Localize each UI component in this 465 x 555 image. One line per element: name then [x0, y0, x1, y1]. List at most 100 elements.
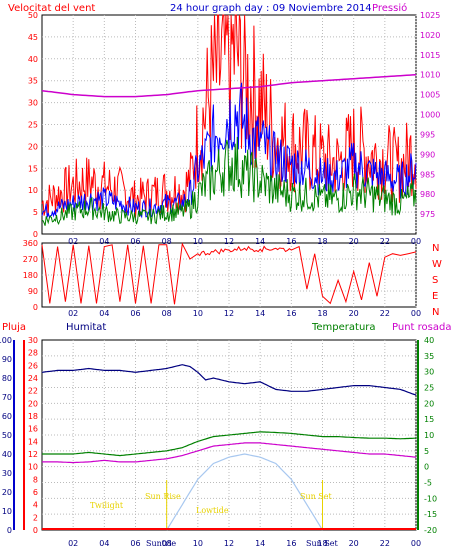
- temp-tick: 10: [424, 431, 434, 440]
- axis-ticks: 0510152025303540455097598098599099510001…: [0, 11, 442, 548]
- wind-x-tick: 06: [130, 237, 140, 246]
- temp-tick: 20: [424, 399, 434, 408]
- humidity-tick: 16: [28, 425, 38, 434]
- sun-label: Twilight: [90, 501, 124, 510]
- temp-tick: 35: [424, 352, 434, 361]
- humidity-tick: 6: [33, 488, 38, 497]
- dir-right-label: N: [432, 243, 439, 254]
- wind-series: [41, 14, 417, 226]
- rain-tick: 100: [0, 336, 12, 345]
- series-average: [41, 82, 417, 219]
- series-humitat: [41, 364, 417, 396]
- humidity-tick: 10: [28, 463, 38, 472]
- humidity-tick: 28: [28, 349, 38, 358]
- rain-tick: 90: [2, 355, 12, 364]
- wind-x-tick: 02: [68, 237, 78, 246]
- temp-tick: -5: [424, 479, 432, 488]
- wind-left-tick: 45: [28, 33, 38, 42]
- sun-label: Sun Set: [300, 492, 333, 501]
- temp-tick: -20: [424, 526, 437, 535]
- wind-x-tick: 14: [255, 237, 265, 246]
- temp-x-tick: 10: [193, 539, 203, 548]
- sun-label: Suntrie: [146, 539, 176, 548]
- legend-punt-rosada: Punt rosada: [392, 322, 451, 333]
- dir-x-tick: 10: [193, 309, 203, 318]
- dir-x-tick: 04: [99, 309, 109, 318]
- humidity-tick: 12: [28, 450, 38, 459]
- humidity-tick: 22: [28, 387, 38, 396]
- temp-x-tick: 20: [349, 539, 359, 548]
- humidity-tick: 18: [28, 412, 38, 421]
- temp-x-tick: 06: [130, 539, 140, 548]
- wind-right-tick: 1010: [420, 71, 440, 80]
- temp-x-tick: 08: [162, 539, 172, 548]
- sun-label: Lowtide: [196, 506, 229, 515]
- humidity-tick: 24: [28, 374, 38, 383]
- dir-x-tick: 22: [380, 309, 390, 318]
- wind-right-tick: 1015: [420, 51, 440, 60]
- humidity-tick: 20: [28, 399, 38, 408]
- wind-x-tick: 08: [162, 237, 172, 246]
- temp-tick: -15: [424, 510, 437, 519]
- dir-x-tick: 08: [162, 309, 172, 318]
- wind-left-tick: 40: [28, 55, 38, 64]
- temp-x-tick: 00: [411, 539, 421, 548]
- series-gust: [41, 14, 417, 219]
- direction-series: [41, 242, 417, 305]
- humidity-tick: 26: [28, 361, 38, 370]
- rain-tick: 30: [2, 469, 12, 478]
- rain-tick: 80: [2, 374, 12, 383]
- wind-x-tick: 00: [411, 237, 421, 246]
- wind-right-tick: 1020: [420, 31, 440, 40]
- temp-tick: 0: [424, 463, 429, 472]
- dir-right-label: S: [432, 275, 438, 286]
- series-punt-rosada: [42, 442, 417, 464]
- temp-tick: 5: [424, 447, 429, 456]
- temp-x-tick: 22: [380, 539, 390, 548]
- dir-left-tick: 0: [33, 303, 38, 312]
- dir-left-tick: 180: [23, 271, 38, 280]
- dir-right-label: N: [432, 307, 439, 318]
- wind-x-tick: 04: [99, 237, 109, 246]
- dir-left-tick: 90: [28, 287, 38, 296]
- wind-x-tick: 16: [286, 237, 296, 246]
- wind-x-tick: 22: [380, 237, 390, 246]
- sun-label: Sun Rise: [145, 492, 181, 501]
- temp-x-tick: 04: [99, 539, 109, 548]
- series-temperatura: [42, 431, 416, 457]
- series-sol: [166, 453, 324, 531]
- wind-x-tick: 10: [193, 237, 203, 246]
- wind-left-label: Velocitat del vent: [8, 3, 95, 14]
- dir-right-label: W: [432, 259, 442, 270]
- dir-x-tick: 20: [349, 309, 359, 318]
- wind-left-tick: 10: [28, 186, 38, 195]
- wind-left-tick: 30: [28, 99, 38, 108]
- page-title: 24 hour graph day : 09 Noviembre 2014: [170, 3, 372, 14]
- wind-left-tick: 0: [33, 230, 38, 239]
- wind-right-tick: 985: [420, 170, 435, 179]
- direction-grid: [42, 243, 417, 307]
- humidity-tick: 4: [33, 501, 38, 510]
- temp-tick: 40: [424, 336, 434, 345]
- legend-temperatura: Temperatura: [311, 322, 376, 333]
- rain-tick: 70: [2, 393, 12, 402]
- series-min: [41, 136, 417, 226]
- dir-left-tick: 270: [23, 255, 38, 264]
- humidity-tick: 14: [28, 437, 38, 446]
- wind-right-tick: 1000: [420, 111, 440, 120]
- rain-tick: 50: [2, 431, 12, 440]
- legend-humitat: Humitat: [66, 322, 106, 333]
- wind-right-tick: 980: [420, 190, 435, 199]
- wind-left-tick: 35: [28, 77, 38, 86]
- temp-x-tick: 16: [286, 539, 296, 548]
- dir-x-tick: 02: [68, 309, 78, 318]
- temp-tick: 15: [424, 415, 434, 424]
- wind-right-tick: 990: [420, 150, 435, 159]
- series-direccio: [41, 242, 417, 305]
- temp-x-tick: 18: [317, 539, 327, 548]
- temp-x-tick: 14: [255, 539, 265, 548]
- wind-right-tick: 995: [420, 130, 435, 139]
- dir-x-tick: 18: [317, 309, 327, 318]
- wind-left-tick: 15: [28, 164, 38, 173]
